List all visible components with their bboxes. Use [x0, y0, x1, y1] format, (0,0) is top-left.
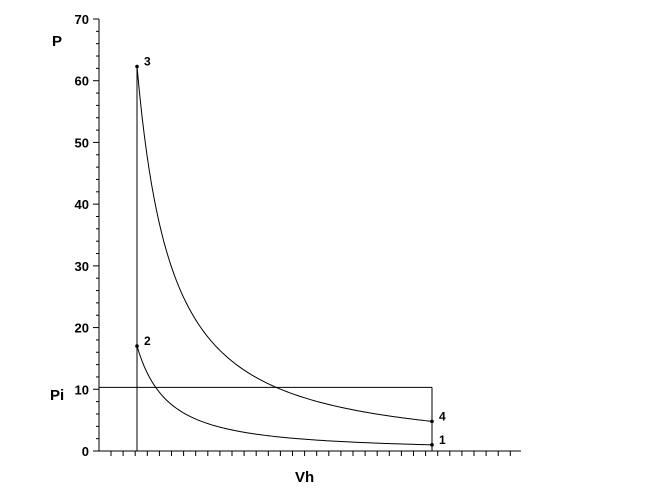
points: 1 2 3 4: [135, 55, 446, 447]
y-tick-label: 0: [82, 444, 89, 459]
series: [136, 66, 433, 451]
point-label-2: 2: [144, 334, 151, 348]
point-label-4: 4: [439, 409, 446, 423]
y-tick-label: 30: [75, 259, 89, 274]
point-3: [135, 64, 139, 69]
y-tick-label: 10: [75, 382, 89, 397]
expansion-curve: [136, 66, 433, 422]
point-label-3: 3: [144, 55, 151, 69]
y-axis-title: P: [52, 33, 62, 50]
point-4: [430, 419, 434, 424]
y-tick-label: 60: [75, 74, 89, 89]
ticks: 0 10 20 30 40 50 60 70: [75, 12, 511, 459]
pi-label: Pi: [50, 387, 64, 404]
y-tick-label: 70: [75, 12, 89, 27]
point-label-1: 1: [439, 433, 446, 447]
point-2: [135, 344, 139, 348]
y-tick-label: 50: [75, 135, 89, 150]
compression-curve: [136, 345, 433, 446]
y-tick-label: 40: [75, 197, 89, 212]
y-tick-label: 20: [75, 321, 89, 336]
axes: [98, 19, 521, 452]
x-axis-title: Vh: [295, 469, 314, 486]
point-1: [430, 443, 434, 447]
